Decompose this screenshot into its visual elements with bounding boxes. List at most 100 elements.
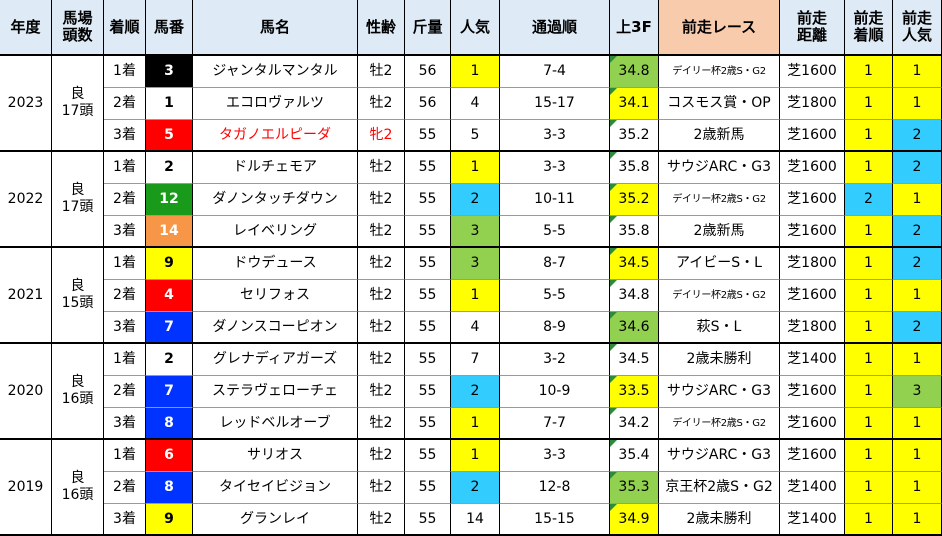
track-cell: 良 16頭 <box>52 344 104 440</box>
popularity-cell: 1 <box>451 280 500 312</box>
passing-order: 5-5 <box>500 280 610 312</box>
track-runners: 16頭 <box>61 487 94 503</box>
track-cell: 良 15頭 <box>52 248 104 344</box>
prev-race: サウジARC・G3 <box>659 376 780 408</box>
header-prev-finish: 前走 着順 <box>845 0 893 56</box>
finish-cell: 1着 <box>104 56 146 88</box>
sex-age: 牡2 <box>358 408 405 440</box>
prev-popularity: 2 <box>893 312 942 344</box>
finish-cell: 1着 <box>104 152 146 184</box>
track-going: 良 <box>70 278 85 294</box>
prev-race: サウジARC・G3 <box>659 440 780 472</box>
prev-race: デイリー杯2歳S・G2 <box>659 408 780 440</box>
track-going: 良 <box>70 374 85 390</box>
prev-popularity: 2 <box>893 152 942 184</box>
popularity-cell: 3 <box>451 248 500 280</box>
header-year: 年度 <box>0 0 52 56</box>
post-number: 12 <box>146 184 193 216</box>
passing-order: 7-7 <box>500 408 610 440</box>
weight-cell: 55 <box>405 472 451 504</box>
prev-finish: 1 <box>845 312 893 344</box>
prev-finish: 1 <box>845 56 893 88</box>
last-3f: 33.5 <box>610 376 659 408</box>
prev-finish: 1 <box>845 504 893 536</box>
track-going: 良 <box>70 470 85 486</box>
weight-cell: 55 <box>405 120 451 152</box>
sex-age: 牡2 <box>358 248 405 280</box>
last-3f: 35.2 <box>610 184 659 216</box>
prev-race: アイビーS・L <box>659 248 780 280</box>
prev-distance: 芝1600 <box>780 152 845 184</box>
post-number: 9 <box>146 504 193 536</box>
year-cell: 2023 <box>0 56 52 152</box>
horse-name: ダノンタッチダウン <box>193 184 358 216</box>
prev-popularity: 2 <box>893 120 942 152</box>
popularity-cell: 1 <box>451 440 500 472</box>
post-number: 6 <box>146 440 193 472</box>
prev-race: コスモス賞・OP <box>659 88 780 120</box>
sex-age: 牡2 <box>358 280 405 312</box>
horse-name: エコロヴァルツ <box>193 88 358 120</box>
popularity-cell: 2 <box>451 184 500 216</box>
prev-distance: 芝1600 <box>780 376 845 408</box>
popularity-cell: 2 <box>451 376 500 408</box>
last-3f: 34.8 <box>610 280 659 312</box>
prev-race: 2歳新馬 <box>659 120 780 152</box>
header-horse: 馬名 <box>193 0 358 56</box>
track-cell: 良 17頭 <box>52 56 104 152</box>
passing-order: 3-2 <box>500 344 610 376</box>
sex-age: 牝2 <box>358 120 405 152</box>
prev-popularity: 1 <box>893 280 942 312</box>
weight-cell: 56 <box>405 88 451 120</box>
post-number: 3 <box>146 56 193 88</box>
weight-cell: 55 <box>405 408 451 440</box>
prev-popularity: 1 <box>893 56 942 88</box>
prev-finish: 1 <box>845 88 893 120</box>
last-3f: 35.8 <box>610 216 659 248</box>
weight-cell: 55 <box>405 344 451 376</box>
last-3f: 35.3 <box>610 472 659 504</box>
sex-age: 牡2 <box>358 88 405 120</box>
header-post: 馬番 <box>146 0 193 56</box>
header-prev-finish-line: 前走 <box>853 9 884 27</box>
track-going: 良 <box>70 182 85 198</box>
last-3f: 34.5 <box>610 248 659 280</box>
prev-finish: 1 <box>845 440 893 472</box>
sex-age: 牡2 <box>358 504 405 536</box>
horse-name: タイセイビジョン <box>193 472 358 504</box>
post-number: 8 <box>146 472 193 504</box>
prev-race: デイリー杯2歳S・G2 <box>659 184 780 216</box>
post-number: 8 <box>146 408 193 440</box>
last-3f: 35.2 <box>610 120 659 152</box>
prev-finish: 1 <box>845 280 893 312</box>
last-3f: 34.8 <box>610 56 659 88</box>
passing-order: 3-3 <box>500 120 610 152</box>
horse-name: タガノエルピーダ <box>193 120 358 152</box>
passing-order: 15-17 <box>500 88 610 120</box>
finish-cell: 3着 <box>104 504 146 536</box>
finish-cell: 2着 <box>104 280 146 312</box>
prev-race: サウジARC・G3 <box>659 152 780 184</box>
horse-name: グランレイ <box>193 504 358 536</box>
horse-name: ダノンスコーピオン <box>193 312 358 344</box>
popularity-cell: 3 <box>451 216 500 248</box>
horse-name: ジャンタルマンタル <box>193 56 358 88</box>
weight-cell: 56 <box>405 56 451 88</box>
prev-popularity: 2 <box>893 216 942 248</box>
post-number: 5 <box>146 120 193 152</box>
prev-race: デイリー杯2歳S・G2 <box>659 280 780 312</box>
prev-finish: 1 <box>845 152 893 184</box>
prev-distance: 芝1800 <box>780 88 845 120</box>
header-prev-dist: 前走 距離 <box>780 0 845 56</box>
prev-popularity: 1 <box>893 472 942 504</box>
post-number: 7 <box>146 312 193 344</box>
finish-cell: 1着 <box>104 440 146 472</box>
header-track: 馬場 頭数 <box>52 0 104 56</box>
finish-cell: 3着 <box>104 408 146 440</box>
weight-cell: 55 <box>405 376 451 408</box>
post-number: 4 <box>146 280 193 312</box>
weight-cell: 55 <box>405 312 451 344</box>
passing-order: 3-3 <box>500 152 610 184</box>
prev-finish: 1 <box>845 248 893 280</box>
post-number: 9 <box>146 248 193 280</box>
